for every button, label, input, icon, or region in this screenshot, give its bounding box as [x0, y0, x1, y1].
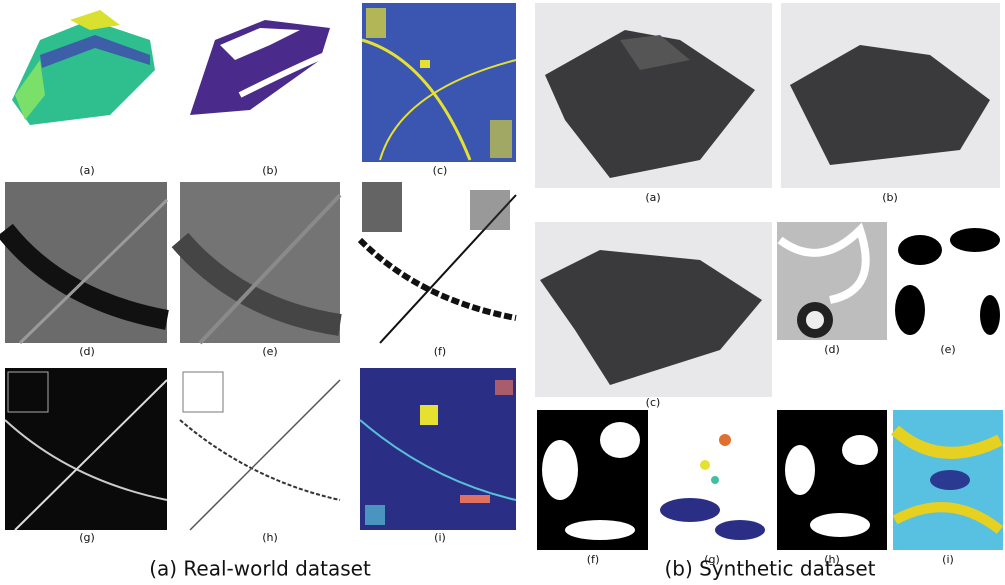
panel-label: (a)	[645, 191, 660, 204]
real-panel-d	[5, 182, 167, 343]
figure: (a) (b) (c) (d) (e) (f) (g) (h) (i) (a) …	[0, 0, 1005, 585]
panel-label: (b)	[262, 164, 278, 177]
panel-label: (f)	[434, 345, 446, 358]
panel-label: (d)	[824, 343, 840, 356]
panel-label: (i)	[434, 531, 446, 544]
synth-panel-b	[781, 3, 1000, 188]
real-panel-b	[190, 20, 330, 115]
synth-panel-a	[535, 3, 772, 188]
panel-label: (d)	[79, 345, 95, 358]
synth-panel-f	[537, 410, 648, 550]
synth-panel-d	[777, 222, 887, 340]
synth-panel-e	[893, 222, 1003, 340]
page: {"real_world": {"caption": "(a) Real-wor…	[0, 0, 1005, 585]
caption: (a) Real-world dataset	[149, 557, 371, 581]
panel-label: (a)	[79, 164, 94, 177]
synth-panel-i	[893, 410, 1003, 550]
real-panel-c	[362, 3, 516, 162]
synth-panel-g	[655, 410, 768, 550]
real-panel-g	[5, 368, 167, 530]
caption: (b) Synthetic dataset	[664, 557, 875, 581]
panel-label: (e)	[940, 343, 955, 356]
panel-label: (b)	[882, 191, 898, 204]
real-panel-f	[360, 180, 516, 343]
panel-label: (g)	[79, 531, 95, 544]
panel-label: (c)	[433, 164, 448, 177]
real-panel-e	[180, 182, 340, 343]
panel-label: (h)	[262, 531, 278, 544]
panel-label: (c)	[646, 396, 661, 409]
real-panel-h	[180, 368, 340, 530]
real-panel-a	[12, 10, 155, 125]
panel-label: (e)	[262, 345, 277, 358]
synth-panel-c	[535, 222, 772, 397]
panel-label: (f)	[587, 553, 599, 566]
synth-panel-h	[777, 410, 887, 550]
panel-label: (i)	[942, 553, 954, 566]
real-panel-i	[360, 368, 516, 530]
